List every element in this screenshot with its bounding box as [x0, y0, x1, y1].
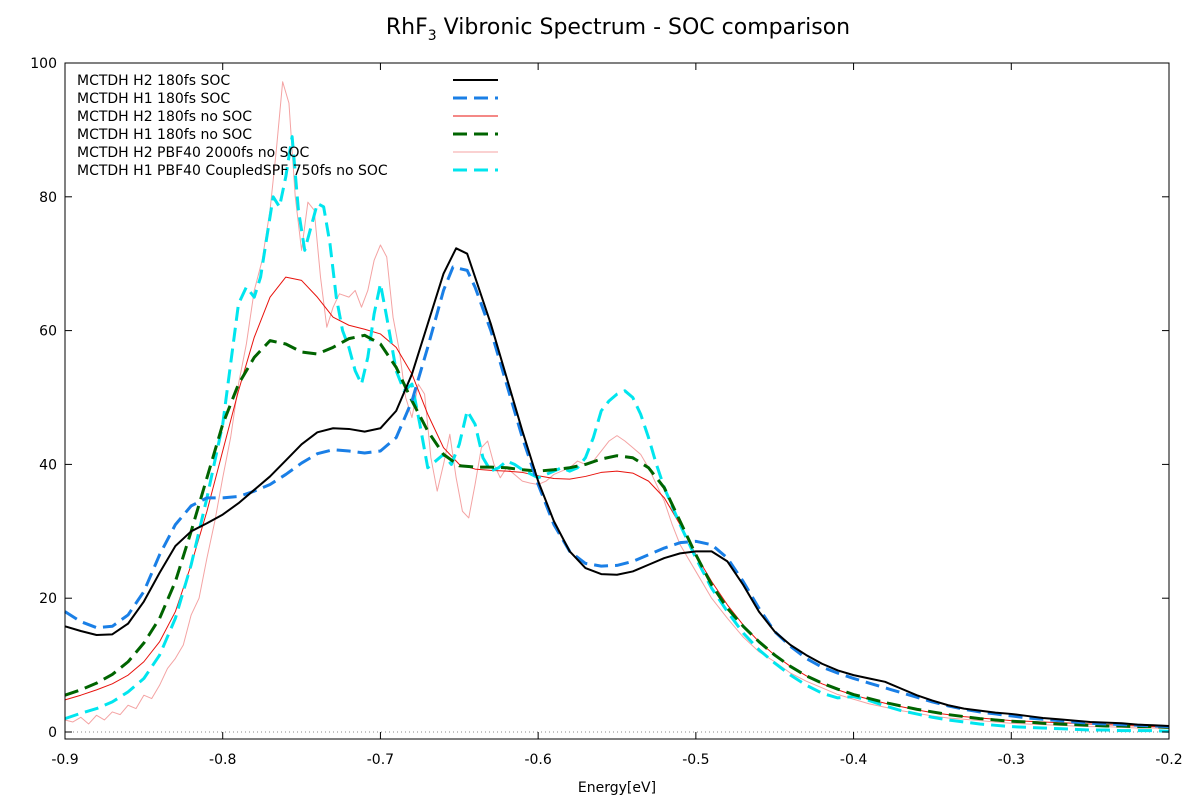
x-tick-label: -0.5 — [682, 752, 709, 768]
legend-label: MCTDH H1 180fs SOC — [77, 91, 230, 107]
y-tick-label: 100 — [30, 56, 57, 72]
y-tick-label: 0 — [48, 725, 57, 741]
legend-label: MCTDH H2 180fs no SOC — [77, 109, 252, 125]
series-layer — [64, 81, 1170, 733]
plot-frame — [64, 62, 1170, 740]
x-tick-label: -0.8 — [209, 752, 236, 768]
x-tick-label: -0.4 — [840, 752, 867, 768]
y-tick-label: 20 — [39, 591, 57, 607]
x-tick-label: -0.2 — [1155, 752, 1182, 768]
x-tick-label: -0.9 — [51, 752, 78, 768]
y-axis: 0 20 40 60 80 100 — [30, 56, 1169, 741]
series-line — [64, 276, 1169, 728]
chart-title: RhF3 Vibronic Spectrum - SOC comparison — [386, 15, 850, 44]
legend: MCTDH H2 180fs SOC MCTDH H1 180fs SOC MCTD… — [77, 73, 498, 179]
y-tick-label: 80 — [39, 190, 57, 206]
legend-label: MCTDH H2 PBF40 2000fs no SOC — [77, 145, 310, 161]
x-tick-label: -0.6 — [524, 752, 551, 768]
x-tick-label: -0.3 — [998, 752, 1025, 768]
x-axis-label: Energy[eV] — [578, 780, 656, 796]
legend-label: MCTDH H1 180fs no SOC — [77, 127, 252, 143]
x-tick-label: -0.7 — [367, 752, 394, 768]
y-tick-label: 60 — [39, 324, 57, 340]
series-line — [64, 265, 1170, 729]
series-line — [64, 247, 1170, 727]
x-axis: -0.9 -0.8 -0.7 -0.6 -0.5 -0.4 -0.3 -0.2 — [51, 63, 1183, 768]
series-line — [64, 333, 1170, 729]
legend-label: MCTDH H1 PBF40 CoupledSPF 750fs no SOC — [77, 163, 388, 179]
y-tick-label: 40 — [39, 457, 57, 473]
series-line — [64, 135, 1170, 733]
series-line — [64, 81, 1170, 730]
legend-label: MCTDH H2 180fs SOC — [77, 73, 230, 89]
